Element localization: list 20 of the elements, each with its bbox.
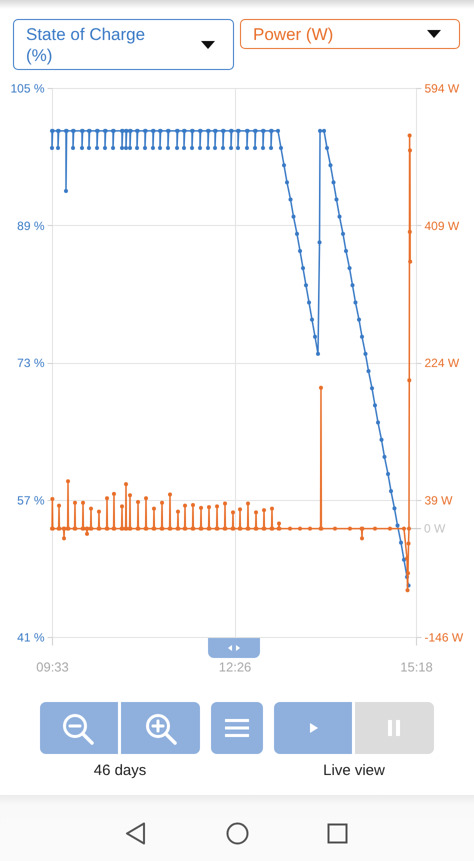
y2-tick-label: 594 W (424, 82, 460, 96)
y2-tick-label: -146 W (424, 630, 464, 644)
x-tick-label: 09:33 (36, 660, 69, 674)
text: 46 days (94, 762, 146, 780)
y2-axis-title: Power (W) (253, 24, 334, 45)
y-tick-label: 105 % (10, 82, 45, 96)
x-tick-label: 12:26 (218, 660, 252, 674)
dropdown: State of Charge (%) (13, 19, 234, 70)
y2-tick-label: 224 W (424, 356, 460, 370)
ref-line-label: 0 W (424, 522, 446, 536)
y2-tick-label: 409 W (424, 218, 460, 233)
text: Live view (323, 762, 385, 780)
y-tick-label: 89 % (17, 218, 45, 233)
dropdown: Power (W) (240, 19, 460, 49)
y-axis-title: State of Charge (%) (26, 24, 146, 66)
y-tick-label: 73 % (17, 356, 45, 370)
x-tick-label: 15:18 (400, 660, 433, 674)
y-tick-label: 41 % (17, 630, 45, 644)
y2-tick-label: 39 W (424, 493, 454, 508)
y-tick-label: 57 % (17, 493, 45, 508)
